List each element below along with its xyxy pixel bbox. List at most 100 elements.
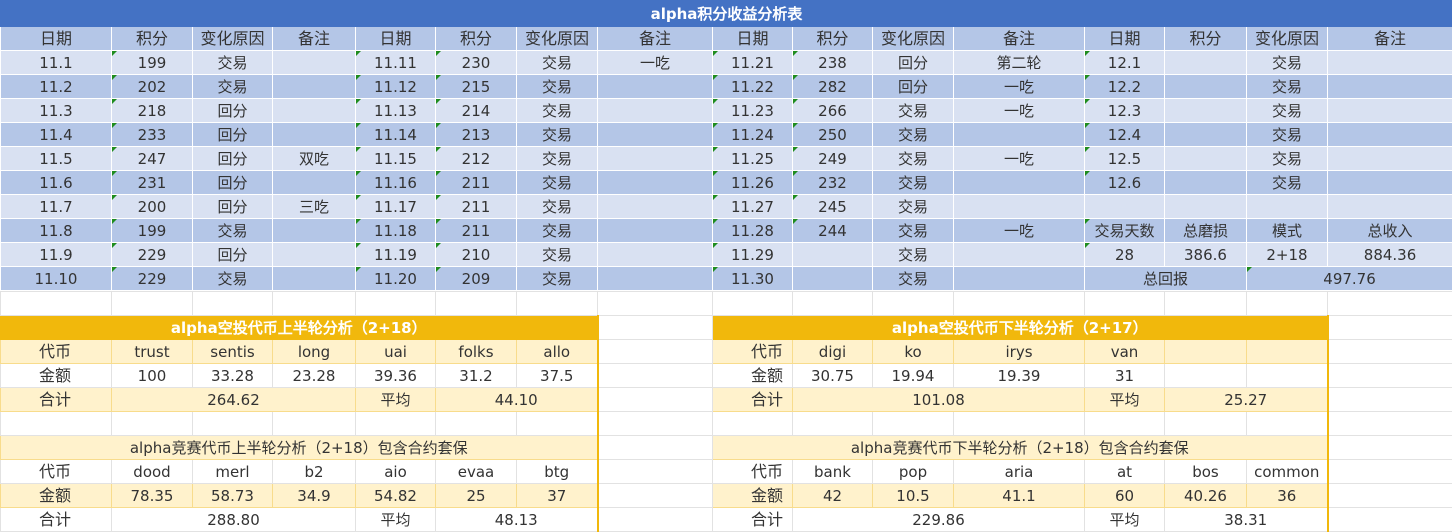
data-cell[interactable]: 245	[793, 195, 873, 219]
total-value[interactable]: 264.62	[112, 388, 356, 412]
data-cell[interactable]: 28	[1085, 243, 1165, 267]
token-name[interactable]: van	[1085, 340, 1165, 364]
empty-cell[interactable]	[598, 292, 713, 316]
data-cell[interactable]: 210	[436, 243, 517, 267]
data-cell[interactable]: 11.27	[713, 195, 793, 219]
token-amount[interactable]: 33.28	[193, 364, 273, 388]
data-cell[interactable]: 199	[112, 51, 193, 75]
data-cell[interactable]	[273, 219, 356, 243]
empty-cell[interactable]	[954, 412, 1085, 436]
empty-cell[interactable]	[112, 412, 193, 436]
data-cell[interactable]	[273, 267, 356, 291]
empty-cell[interactable]	[356, 412, 436, 436]
amount-label[interactable]: 金额	[1, 484, 112, 508]
empty-cell[interactable]	[954, 292, 1085, 316]
token-name[interactable]: long	[273, 340, 356, 364]
token-amount[interactable]: 25	[436, 484, 517, 508]
data-cell[interactable]: 一吃	[954, 99, 1085, 123]
data-cell[interactable]	[598, 171, 713, 195]
token-amount[interactable]	[1247, 364, 1328, 388]
data-cell[interactable]	[1328, 75, 1452, 99]
data-cell[interactable]: 交易	[873, 171, 954, 195]
empty-cell[interactable]	[598, 388, 713, 412]
empty-cell[interactable]	[273, 292, 356, 316]
data-cell[interactable]	[598, 147, 713, 171]
token-amount[interactable]: 19.94	[873, 364, 954, 388]
data-cell[interactable]: 11.19	[356, 243, 436, 267]
data-cell[interactable]	[793, 267, 873, 291]
data-cell[interactable]: 11.10	[1, 267, 112, 291]
data-cell[interactable]: 回分	[193, 147, 273, 171]
data-cell[interactable]	[598, 243, 713, 267]
data-cell[interactable]: 202	[112, 75, 193, 99]
data-cell[interactable]: 11.12	[356, 75, 436, 99]
empty-cell[interactable]	[1247, 412, 1328, 436]
data-cell[interactable]: 11.11	[356, 51, 436, 75]
empty-cell[interactable]	[713, 412, 793, 436]
data-cell[interactable]: 交易天数	[1085, 219, 1165, 243]
token-name[interactable]: digi	[793, 340, 873, 364]
data-cell[interactable]: 交易	[1247, 75, 1328, 99]
empty-cell[interactable]	[1328, 364, 1452, 388]
token-amount[interactable]: 37.5	[517, 364, 598, 388]
empty-cell[interactable]	[356, 292, 436, 316]
empty-cell[interactable]	[1165, 292, 1247, 316]
token-name[interactable]: btg	[517, 460, 598, 484]
data-cell[interactable]: 回分	[193, 99, 273, 123]
data-cell[interactable]: 218	[112, 99, 193, 123]
token-amount[interactable]: 31.2	[436, 364, 517, 388]
empty-cell[interactable]	[598, 436, 713, 460]
data-cell[interactable]	[793, 243, 873, 267]
empty-cell[interactable]	[1328, 340, 1452, 364]
empty-cell[interactable]	[1328, 508, 1452, 532]
token-name[interactable]: allo	[517, 340, 598, 364]
empty-cell[interactable]	[598, 508, 713, 532]
token-name[interactable]: bos	[1165, 460, 1247, 484]
data-cell[interactable]	[273, 171, 356, 195]
token-label[interactable]: 代币	[713, 460, 793, 484]
empty-cell[interactable]	[598, 460, 713, 484]
average-label[interactable]: 平均	[1085, 388, 1165, 412]
data-cell[interactable]: 总收入	[1328, 219, 1452, 243]
empty-cell[interactable]	[1328, 388, 1452, 412]
token-name[interactable]: pop	[873, 460, 954, 484]
data-cell[interactable]: 12.5	[1085, 147, 1165, 171]
data-cell[interactable]: 交易	[1247, 99, 1328, 123]
empty-cell[interactable]	[517, 412, 598, 436]
token-name[interactable]: folks	[436, 340, 517, 364]
empty-cell[interactable]	[436, 292, 517, 316]
column-header[interactable]: 积分	[793, 27, 873, 51]
data-cell[interactable]: 200	[112, 195, 193, 219]
empty-cell[interactable]	[793, 412, 873, 436]
empty-cell[interactable]	[273, 412, 356, 436]
token-name[interactable]: ko	[873, 340, 954, 364]
data-cell[interactable]	[1165, 99, 1247, 123]
data-cell[interactable]: 211	[436, 195, 517, 219]
total-value[interactable]: 229.86	[793, 508, 1085, 532]
empty-cell[interactable]	[873, 292, 954, 316]
column-header[interactable]: 备注	[1328, 27, 1452, 51]
data-cell[interactable]: 交易	[193, 219, 273, 243]
token-name[interactable]	[1165, 340, 1247, 364]
data-cell[interactable]: 交易	[517, 123, 598, 147]
token-name[interactable]: trust	[112, 340, 193, 364]
token-name[interactable]: common	[1247, 460, 1328, 484]
data-cell[interactable]: 交易	[873, 99, 954, 123]
data-cell[interactable]	[273, 51, 356, 75]
token-amount[interactable]: 54.82	[356, 484, 436, 508]
data-cell[interactable]: 11.26	[713, 171, 793, 195]
data-cell[interactable]	[598, 267, 713, 291]
data-cell[interactable]: 211	[436, 171, 517, 195]
data-cell[interactable]: 212	[436, 147, 517, 171]
empty-cell[interactable]	[598, 484, 713, 508]
data-cell[interactable]: 215	[436, 75, 517, 99]
data-cell[interactable]: 交易	[517, 75, 598, 99]
data-cell[interactable]	[1165, 51, 1247, 75]
token-amount[interactable]: 39.36	[356, 364, 436, 388]
data-cell[interactable]: 交易	[1247, 147, 1328, 171]
token-amount[interactable]: 31	[1085, 364, 1165, 388]
token-amount[interactable]: 40.26	[1165, 484, 1247, 508]
empty-cell[interactable]	[793, 292, 873, 316]
data-cell[interactable]	[1165, 75, 1247, 99]
data-cell[interactable]: 214	[436, 99, 517, 123]
